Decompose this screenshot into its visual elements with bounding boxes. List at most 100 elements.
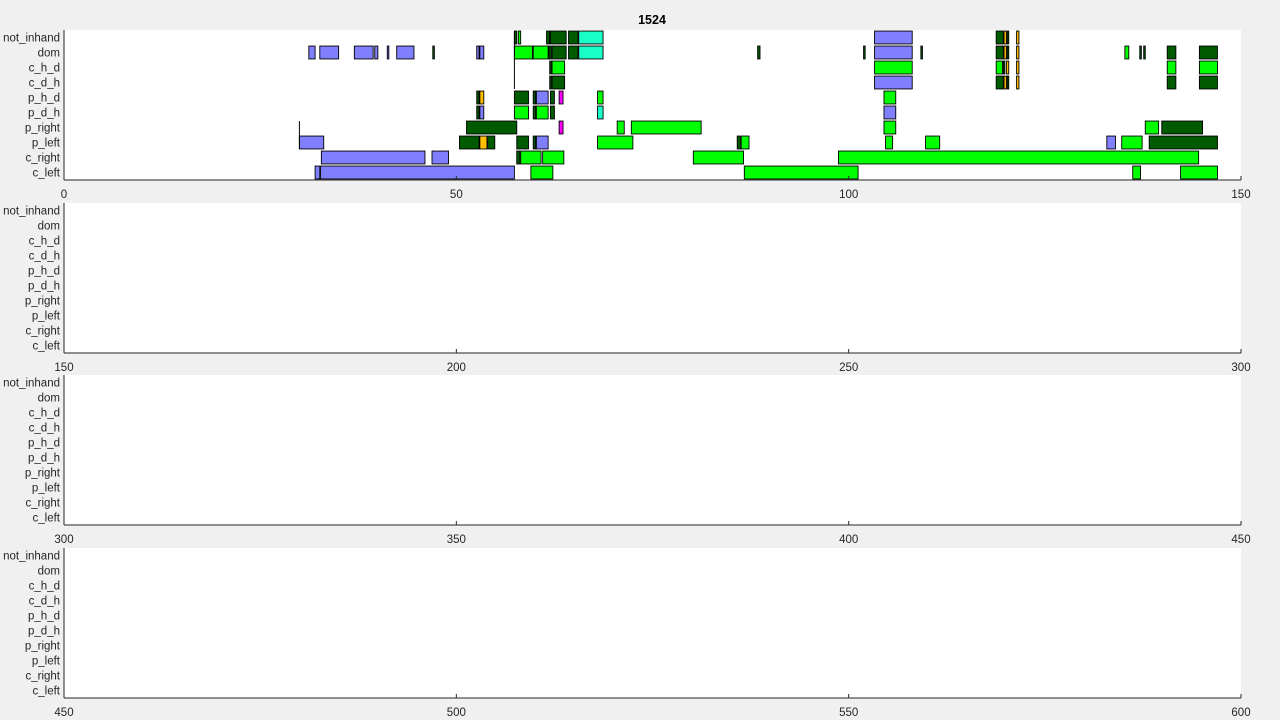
lane-label-dom: dom	[38, 221, 60, 233]
segment-bar-dom	[1006, 45, 1010, 60]
segment-bar-dom	[551, 45, 567, 60]
lane-label-dom: dom	[38, 48, 60, 60]
lane-label-p_h_d: p_h_d	[28, 611, 60, 623]
segment-bar-dom	[1166, 45, 1177, 60]
lane-label-c_right: c_right	[25, 498, 60, 510]
x-tick-label: 200	[447, 362, 466, 374]
segment-bar-p_left	[459, 135, 480, 150]
segment-bar-p_d_h	[532, 105, 537, 120]
lane-label-c_d_h: c_d_h	[29, 78, 60, 90]
segment-bar-dom	[874, 45, 913, 60]
lane-label-p_h_d: p_h_d	[28, 438, 60, 450]
segment-bar-dom	[396, 45, 415, 60]
segment-bar-dom	[920, 45, 923, 60]
segment-bar-dom	[1016, 45, 1020, 60]
segment-bar-p_right	[630, 120, 702, 135]
segment-bar-p_left	[516, 135, 529, 150]
segment-bar-c_right	[838, 150, 1200, 165]
plot-area	[64, 203, 1241, 353]
segment-bar-p_d_h	[597, 105, 604, 120]
segment-bar-dom	[1139, 45, 1142, 60]
lane-label-not_inhand: not_inhand	[3, 206, 60, 218]
lane-label-c_left: c_left	[33, 341, 61, 353]
segment-bar-p_left	[487, 135, 496, 150]
segment-bar-dom	[578, 45, 604, 60]
segment-bar-p_h_d	[550, 90, 555, 105]
lane-label-c_d_h: c_d_h	[29, 251, 60, 263]
segment-bar-c_h_d	[1016, 60, 1020, 75]
segment-bar-dom	[319, 45, 340, 60]
lane-label-p_right: p_right	[25, 296, 61, 308]
plot-area	[64, 548, 1241, 698]
lane-label-p_left: p_left	[32, 483, 61, 495]
lane-label-dom: dom	[38, 566, 60, 578]
lane-label-not_inhand: not_inhand	[3, 33, 60, 45]
lane-label-p_d_h: p_d_h	[28, 281, 60, 293]
segment-bar-p_left	[479, 135, 488, 150]
segment-bar-c_h_d	[874, 60, 913, 75]
lane-label-p_h_d: p_h_d	[28, 93, 60, 105]
segment-bar-dom	[1003, 45, 1007, 60]
segment-bar-p_right	[1144, 120, 1160, 135]
segment-bar-p_left	[535, 135, 549, 150]
segment-bar-p_h_d	[479, 90, 485, 105]
segment-bar-c_right	[320, 150, 426, 165]
segment-bar-c_d_h	[995, 75, 1004, 90]
segment-bar-not_inhand	[550, 30, 567, 45]
lane-label-not_inhand: not_inhand	[3, 378, 60, 390]
segment-bar-dom	[353, 45, 374, 60]
segment-bar-dom	[995, 45, 1004, 60]
segment-bar-p_h_d	[558, 90, 564, 105]
segment-bar-dom	[513, 45, 533, 60]
segment-bar-c_left	[320, 165, 515, 180]
segment-bar-p_h_d	[597, 90, 604, 105]
x-tick-label: 600	[1231, 707, 1250, 719]
segment-bar-not_inhand	[1016, 30, 1020, 45]
segment-bar-not_inhand	[874, 30, 913, 45]
lane-label-p_right: p_right	[25, 468, 61, 480]
segment-bar-p_right	[883, 120, 897, 135]
segment-bar-p_left	[925, 135, 941, 150]
x-tick-label: 150	[1231, 189, 1250, 201]
segment-bar-not_inhand	[517, 30, 522, 45]
segment-bar-c_d_h	[1016, 75, 1020, 90]
lane-label-c_d_h: c_d_h	[29, 423, 60, 435]
segment-bar-p_h_d	[535, 90, 549, 105]
lane-label-p_d_h: p_d_h	[28, 453, 60, 465]
segment-bar-c_left	[1180, 165, 1218, 180]
x-tick-label: 450	[1231, 534, 1250, 546]
lane-label-p_left: p_left	[32, 311, 61, 323]
segment-bar-p_left	[532, 135, 537, 150]
segment-bar-p_left	[1106, 135, 1116, 150]
segment-bar-p_left	[298, 135, 325, 150]
x-tick-label: 400	[839, 534, 858, 546]
segment-bar-not_inhand	[568, 30, 579, 45]
segment-bar-c_left	[1132, 165, 1142, 180]
segment-bar-p_d_h	[535, 105, 549, 120]
segment-bar-c_d_h	[1198, 75, 1218, 90]
segment-bar-dom	[476, 45, 480, 60]
segment-bar-c_h_d	[1002, 60, 1006, 75]
chart-title: 1524	[638, 13, 666, 27]
segment-bar-p_d_h	[476, 105, 480, 120]
segment-bar-p_left	[597, 135, 634, 150]
lane-label-not_inhand: not_inhand	[3, 551, 60, 563]
segment-bar-c_right	[542, 150, 565, 165]
segment-bar-p_right	[558, 120, 564, 135]
segment-bar-c_h_d	[1198, 60, 1218, 75]
segment-bar-c_right	[431, 150, 449, 165]
segment-bar-dom	[374, 45, 379, 60]
lane-label-c_h_d: c_h_d	[29, 581, 60, 593]
segment-bar-c_d_h	[874, 75, 913, 90]
segment-bar-p_d_h	[550, 105, 555, 120]
segment-bar-p_left	[736, 135, 741, 150]
segment-bar-dom	[479, 45, 485, 60]
lane-label-p_left: p_left	[32, 138, 61, 150]
lane-label-c_left: c_left	[33, 513, 61, 525]
x-tick-label: 250	[839, 362, 858, 374]
segment-bar-p_left	[740, 135, 750, 150]
lane-label-c_d_h: c_d_h	[29, 596, 60, 608]
segment-bar-not_inhand	[1003, 30, 1007, 45]
